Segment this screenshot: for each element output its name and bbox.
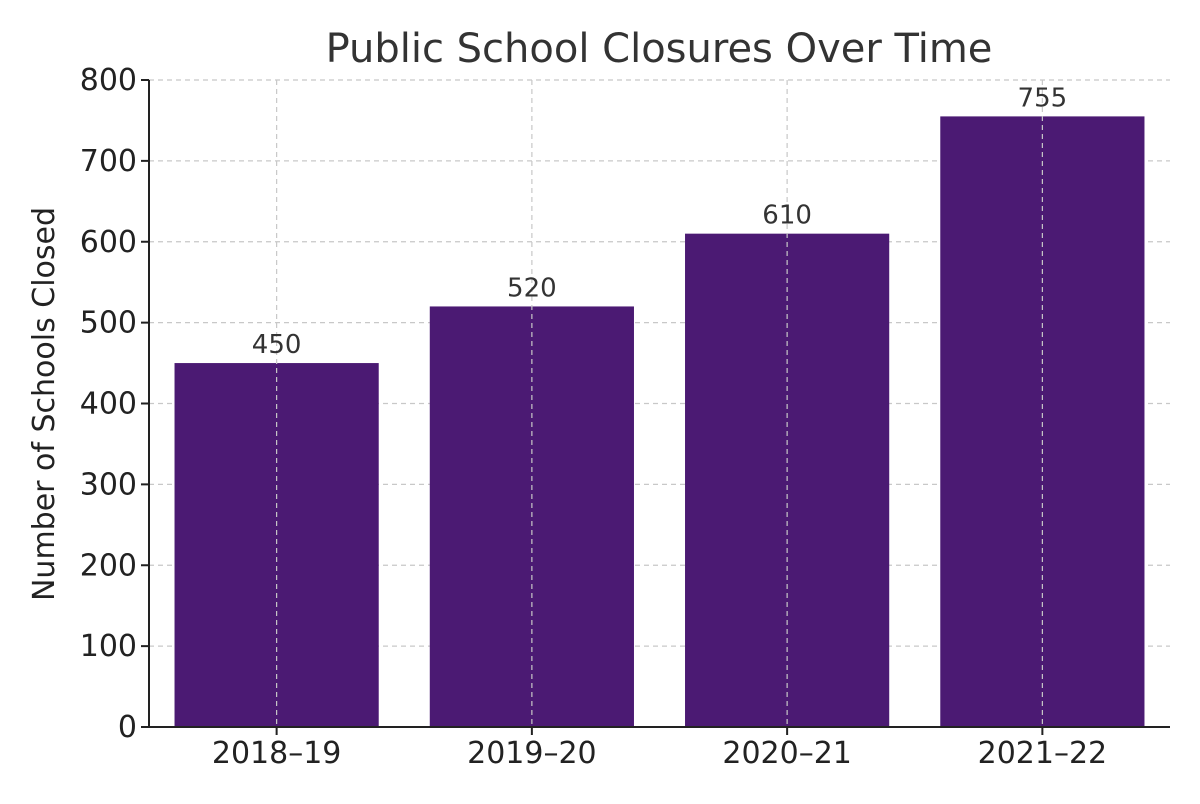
y-tick-label: 100 <box>80 629 137 664</box>
y-tick-label: 600 <box>80 225 137 260</box>
y-tick-label: 700 <box>80 144 137 179</box>
x-tick-label: 2021–22 <box>978 736 1108 771</box>
y-tick-label: 400 <box>80 387 137 422</box>
bar-value-label: 450 <box>252 330 302 360</box>
x-tick-label: 2019–20 <box>467 736 597 771</box>
x-tick-label: 2020–21 <box>722 736 852 771</box>
y-tick-label: 300 <box>80 467 137 502</box>
bar-value-label: 755 <box>1018 83 1068 113</box>
axes-layer <box>141 79 1170 735</box>
labels-layer: 0 100 200 300 400 500 600 700 800 2018–19 2019–20 2… <box>80 63 1107 771</box>
y-tick-label: 800 <box>80 63 137 98</box>
bars-layer <box>174 116 1145 728</box>
bar-value-label: 520 <box>507 273 557 303</box>
x-tick-label: 2018–19 <box>212 736 342 771</box>
chart-title: Public School Closures Over Time <box>326 26 993 72</box>
y-tick-label: 500 <box>80 306 137 341</box>
y-axis-label: Number of Schools Closed <box>27 207 62 601</box>
y-tick-label: 0 <box>118 710 137 745</box>
bar-value-label: 610 <box>762 201 812 231</box>
y-tick-label: 200 <box>80 548 137 583</box>
